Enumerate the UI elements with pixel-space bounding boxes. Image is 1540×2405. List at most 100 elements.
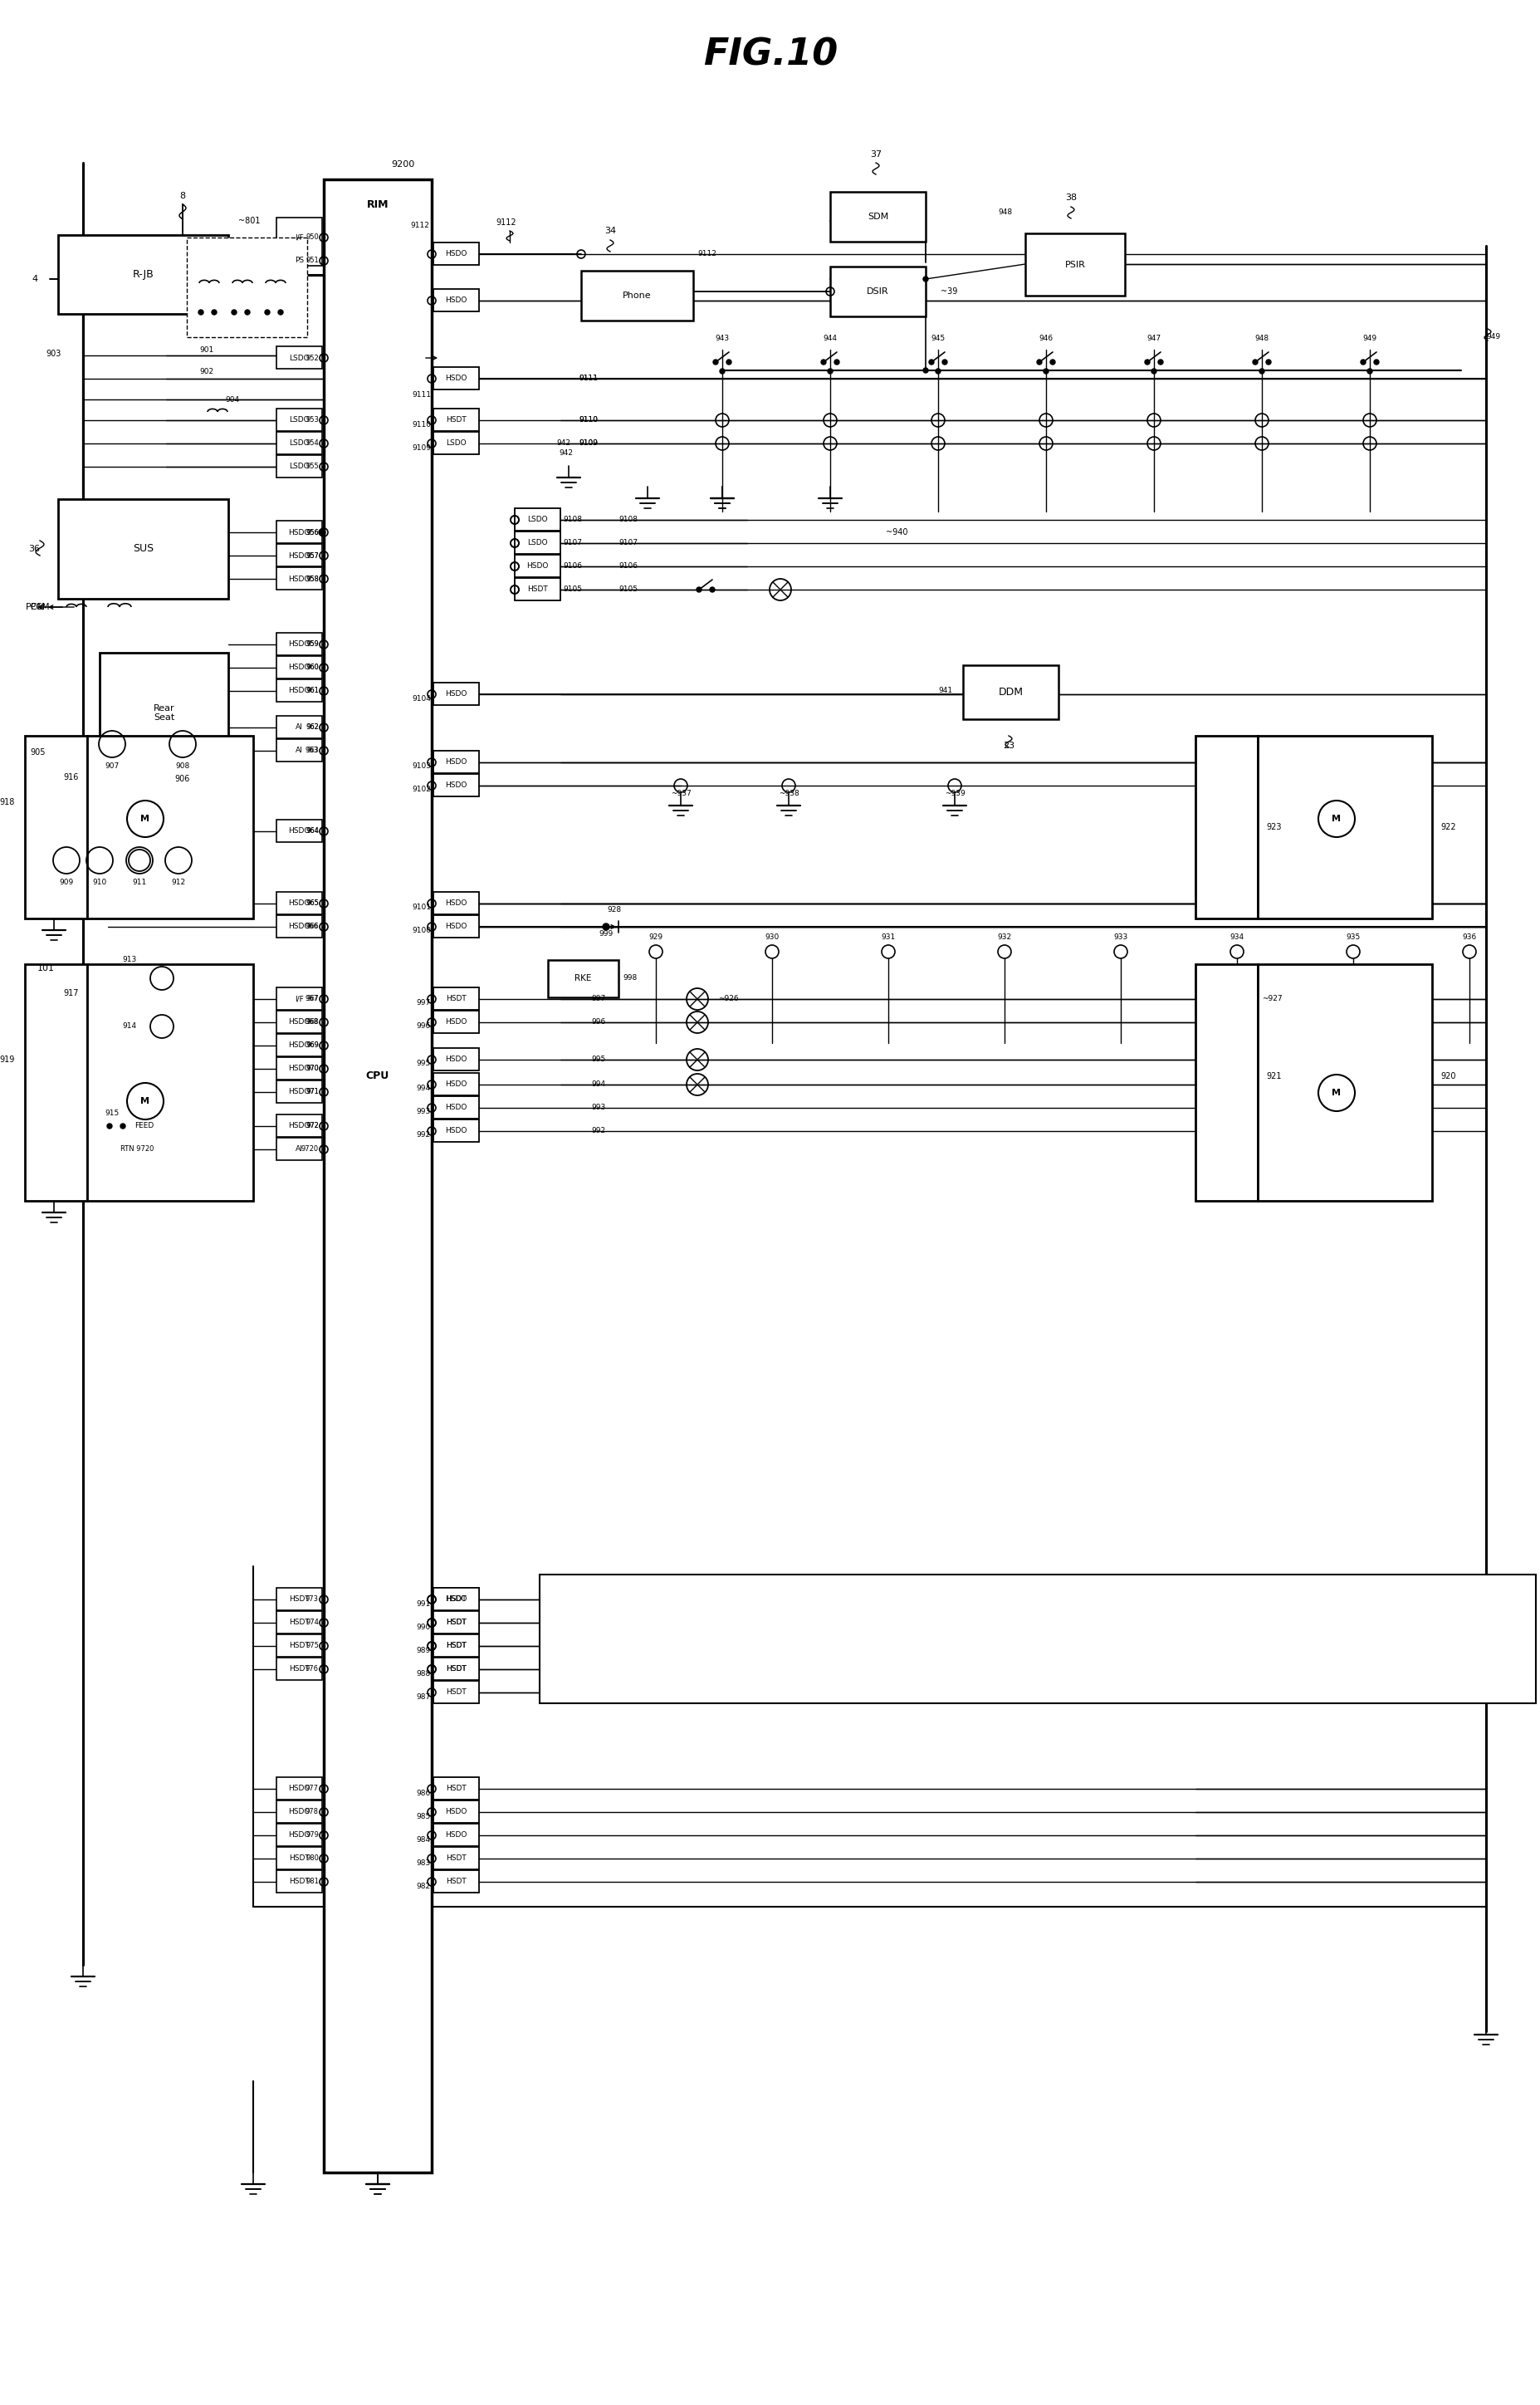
Text: 903: 903: [46, 349, 62, 358]
Text: 999: 999: [599, 931, 613, 938]
Text: 993: 993: [416, 1109, 431, 1116]
Text: HSDT: HSDT: [290, 1643, 310, 1650]
Text: 9110: 9110: [411, 421, 431, 428]
Text: 9111: 9111: [579, 375, 598, 382]
Bar: [276, 1058, 322, 1080]
Bar: [433, 1010, 479, 1034]
Bar: [276, 678, 322, 702]
Bar: [433, 1587, 479, 1611]
Text: 990: 990: [416, 1623, 431, 1631]
Text: 994: 994: [591, 1080, 605, 1089]
Bar: [276, 1847, 322, 1869]
Text: 969: 969: [305, 1041, 319, 1049]
Text: HSDO: HSDO: [527, 563, 548, 570]
Circle shape: [602, 924, 608, 931]
Bar: [433, 750, 479, 772]
Text: 961: 961: [305, 688, 319, 695]
Text: 948: 948: [1254, 334, 1269, 342]
Text: 989: 989: [416, 1647, 431, 1655]
Text: 967: 967: [305, 996, 319, 1003]
Text: 957: 957: [305, 551, 319, 560]
Text: 973: 973: [305, 1597, 319, 1604]
Text: 980: 980: [305, 1854, 319, 1861]
Bar: [276, 1777, 322, 1799]
Text: HSDT: HSDT: [290, 1854, 310, 1861]
Text: HSDO: HSDO: [445, 1597, 467, 1604]
Text: HSDO: HSDO: [445, 1056, 467, 1063]
Bar: [830, 267, 926, 317]
Text: HSDT: HSDT: [445, 1597, 467, 1604]
Bar: [433, 1635, 479, 1657]
Text: 992: 992: [416, 1130, 431, 1140]
Text: 930: 930: [764, 933, 779, 940]
Text: RTN 9720: RTN 9720: [120, 1145, 154, 1152]
Text: HSDT: HSDT: [290, 1619, 310, 1626]
Text: I/F: I/F: [294, 996, 303, 1003]
Text: HSDT: HSDT: [445, 996, 467, 1003]
Text: 902: 902: [199, 368, 214, 375]
Text: 9104: 9104: [411, 695, 431, 702]
Circle shape: [719, 368, 724, 373]
Text: 9107: 9107: [562, 539, 582, 546]
Text: 957: 957: [306, 551, 319, 560]
Text: 952: 952: [305, 354, 319, 361]
Text: HSDO: HSDO: [288, 1123, 310, 1130]
Text: 908: 908: [176, 762, 189, 770]
Text: HSDT: HSDT: [445, 1785, 467, 1792]
Bar: [433, 1871, 479, 1893]
Bar: [59, 500, 228, 599]
Text: 997: 997: [591, 996, 605, 1003]
Circle shape: [1050, 361, 1055, 366]
Circle shape: [1266, 361, 1270, 366]
Text: ~939: ~939: [944, 791, 964, 798]
Bar: [276, 1138, 322, 1159]
Bar: [276, 544, 322, 565]
Bar: [433, 1118, 479, 1142]
Circle shape: [199, 310, 203, 315]
Text: 993: 993: [591, 1104, 605, 1111]
Text: 904: 904: [225, 397, 239, 404]
Text: CPU: CPU: [367, 1070, 390, 1082]
Text: 921: 921: [1266, 1073, 1281, 1080]
Text: HSDT: HSDT: [445, 1667, 467, 1674]
Text: HSDO: HSDO: [288, 1020, 310, 1027]
Bar: [276, 433, 322, 455]
Bar: [433, 1847, 479, 1869]
Text: 941: 941: [938, 685, 953, 695]
Circle shape: [1036, 361, 1041, 366]
Text: HSDO: HSDO: [445, 1080, 467, 1089]
Circle shape: [725, 361, 731, 366]
Bar: [276, 633, 322, 654]
Circle shape: [265, 310, 270, 315]
Circle shape: [827, 368, 832, 373]
Text: 9720: 9720: [302, 1145, 319, 1152]
Text: 942: 942: [556, 440, 570, 447]
Text: 9108: 9108: [562, 517, 582, 524]
Bar: [433, 774, 479, 796]
Bar: [25, 964, 88, 1200]
Bar: [276, 1114, 322, 1138]
Text: 974: 974: [305, 1619, 319, 1626]
Text: HSDT: HSDT: [445, 1854, 467, 1861]
Text: 964: 964: [306, 827, 319, 835]
Text: HSDO: HSDO: [445, 1809, 467, 1816]
Bar: [433, 1823, 479, 1847]
Text: 979: 979: [305, 1833, 319, 1840]
Text: 9105: 9105: [562, 587, 582, 594]
Text: 9110: 9110: [579, 416, 598, 423]
Text: PCM: PCM: [31, 604, 49, 611]
Text: 9106: 9106: [562, 563, 582, 570]
Text: 981: 981: [305, 1878, 319, 1886]
Bar: [433, 289, 479, 310]
Text: 956: 956: [306, 529, 319, 536]
Bar: [276, 216, 322, 265]
Text: 943: 943: [715, 334, 728, 342]
Circle shape: [1374, 361, 1378, 366]
Text: PCM: PCM: [26, 604, 46, 611]
Bar: [276, 346, 322, 368]
Bar: [276, 1587, 322, 1611]
Text: 971: 971: [305, 1089, 319, 1097]
Text: 9105: 9105: [618, 587, 638, 594]
Text: AI: AI: [296, 1145, 303, 1152]
Bar: [276, 1034, 322, 1056]
